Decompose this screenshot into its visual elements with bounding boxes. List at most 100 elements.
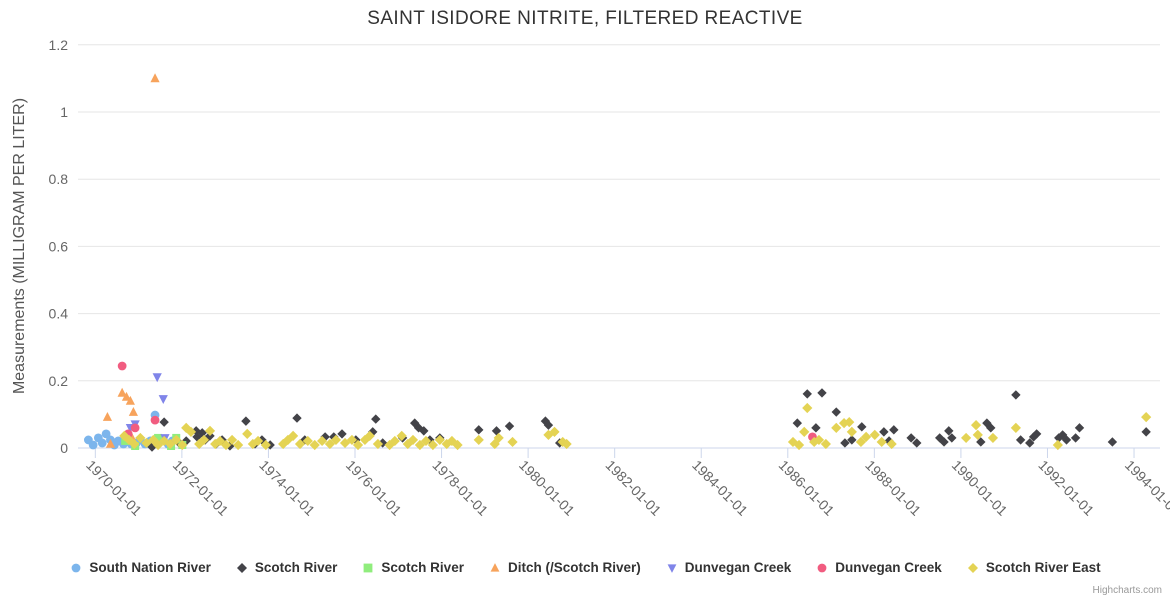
data-point[interactable] [813, 434, 825, 446]
data-point[interactable] [493, 432, 504, 444]
data-point[interactable] [159, 435, 170, 447]
data-point[interactable] [434, 434, 445, 446]
data-point[interactable] [117, 387, 127, 397]
data-point[interactable] [148, 434, 159, 446]
data-point[interactable] [817, 388, 827, 398]
data-point[interactable] [226, 434, 238, 446]
data-point[interactable] [372, 438, 384, 450]
data-point[interactable] [1070, 433, 1081, 443]
data-point[interactable] [278, 438, 289, 450]
data-point[interactable] [1141, 427, 1151, 437]
data-point[interactable] [840, 438, 850, 448]
legend-item-2[interactable]: Scotch River [361, 560, 464, 575]
data-point[interactable] [1107, 437, 1118, 447]
data-point[interactable] [987, 432, 999, 444]
legend-item-0[interactable]: South Nation River [69, 560, 211, 575]
data-point[interactable] [1141, 411, 1152, 423]
data-point[interactable] [396, 430, 407, 442]
data-point[interactable] [489, 438, 500, 450]
data-point[interactable] [970, 420, 982, 431]
data-point[interactable] [121, 391, 132, 401]
data-point[interactable] [252, 435, 264, 447]
data-point[interactable] [1074, 423, 1085, 433]
data-point[interactable] [507, 436, 518, 448]
data-point[interactable] [947, 433, 957, 443]
data-point[interactable] [809, 436, 820, 448]
data-point[interactable] [986, 423, 996, 433]
data-point[interactable] [861, 431, 872, 443]
data-point[interactable] [879, 427, 889, 437]
data-point[interactable] [419, 426, 429, 436]
data-point[interactable] [359, 434, 371, 446]
data-point[interactable] [802, 402, 813, 414]
data-point[interactable] [474, 425, 484, 435]
data-point[interactable] [557, 436, 568, 448]
data-point[interactable] [857, 422, 867, 432]
legend-item-6[interactable]: Scotch River East [966, 560, 1101, 575]
data-point[interactable] [97, 438, 107, 448]
credits-link[interactable]: Highcharts.com [1092, 585, 1162, 596]
data-point[interactable] [549, 426, 560, 437]
data-point[interactable] [129, 438, 140, 450]
data-point[interactable] [346, 434, 358, 446]
data-point[interactable] [105, 438, 116, 448]
data-point[interactable] [294, 438, 306, 450]
data-point[interactable] [561, 438, 572, 450]
data-point[interactable] [976, 437, 986, 447]
data-point[interactable] [912, 438, 922, 448]
data-point[interactable] [831, 422, 842, 433]
data-point[interactable] [125, 395, 135, 405]
data-point[interactable] [1011, 390, 1021, 400]
data-point[interactable] [171, 434, 182, 446]
data-point[interactable] [799, 426, 810, 437]
data-point[interactable] [811, 423, 821, 433]
legend-item-3[interactable]: Ditch (/Scotch River) [488, 560, 641, 575]
data-point[interactable] [135, 432, 146, 444]
data-point[interactable] [364, 430, 375, 442]
data-point[interactable] [198, 434, 210, 446]
data-point[interactable] [292, 413, 302, 423]
data-point[interactable] [906, 433, 916, 443]
data-point[interactable] [214, 435, 226, 447]
data-point[interactable] [130, 423, 140, 433]
data-point[interactable] [1061, 435, 1072, 445]
data-point[interactable] [414, 439, 426, 451]
data-point[interactable] [185, 426, 197, 437]
data-point[interactable] [540, 416, 551, 426]
data-point[interactable] [792, 418, 803, 428]
data-point[interactable] [473, 434, 484, 446]
data-point[interactable] [302, 435, 313, 447]
data-point[interactable] [420, 435, 432, 447]
legend-item-5[interactable]: Dunvegan Creek [815, 560, 942, 575]
data-point[interactable] [820, 438, 831, 450]
data-point[interactable] [889, 425, 899, 435]
data-point[interactable] [427, 439, 438, 451]
data-point[interactable] [371, 414, 381, 424]
data-point[interactable] [972, 429, 983, 440]
data-point[interactable] [1031, 429, 1042, 439]
data-point[interactable] [233, 439, 244, 451]
data-point[interactable] [220, 439, 232, 451]
data-point[interactable] [260, 439, 271, 451]
data-point[interactable] [197, 428, 207, 438]
data-point[interactable] [288, 430, 299, 442]
data-point[interactable] [846, 426, 857, 437]
data-point[interactable] [884, 436, 894, 446]
data-point[interactable] [158, 395, 168, 405]
data-point[interactable] [324, 438, 335, 450]
data-point[interactable] [869, 429, 880, 440]
data-point[interactable] [337, 429, 347, 439]
data-point[interactable] [150, 415, 160, 425]
data-point[interactable] [407, 434, 419, 446]
data-point[interactable] [241, 416, 251, 426]
data-point[interactable] [543, 420, 554, 430]
data-point[interactable] [831, 407, 841, 417]
data-point[interactable] [123, 434, 135, 446]
data-point[interactable] [855, 436, 867, 448]
data-point[interactable] [242, 428, 253, 439]
data-point[interactable] [330, 434, 342, 446]
data-point[interactable] [504, 421, 515, 431]
data-point[interactable] [181, 422, 192, 433]
data-point[interactable] [793, 439, 805, 451]
data-point[interactable] [316, 435, 328, 447]
